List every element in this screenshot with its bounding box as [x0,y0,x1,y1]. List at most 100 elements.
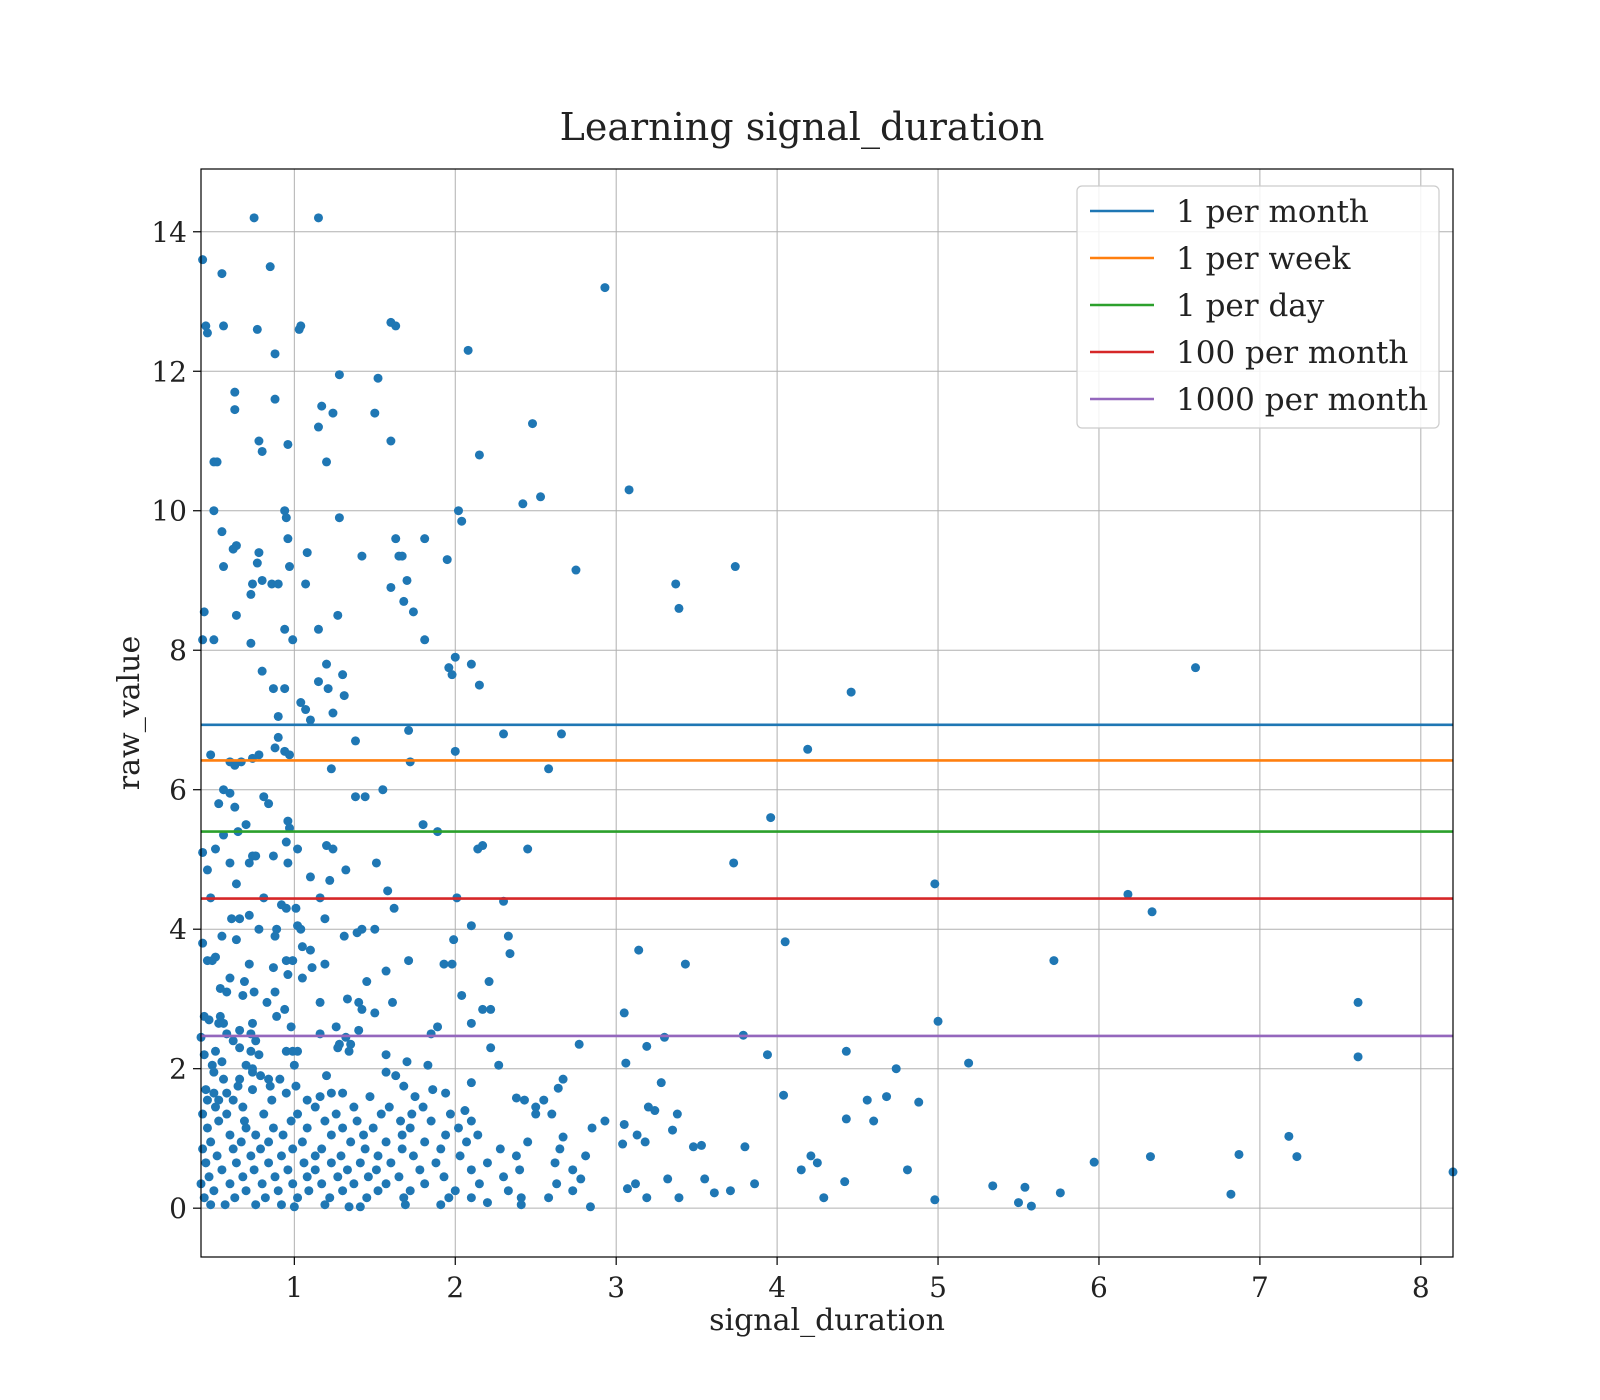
data-point [236,757,246,767]
data-point [474,450,484,460]
data-point [730,562,740,572]
data-point [270,743,280,753]
data-point [630,1179,640,1189]
data-point [198,1109,208,1119]
data-point [383,886,393,896]
data-point [619,1008,629,1018]
data-point [841,1046,851,1056]
data-point [668,1125,678,1135]
data-point [391,1071,401,1081]
data-point [841,1114,851,1124]
data-point [672,1109,682,1119]
data-point [370,408,380,418]
data-point [431,1158,441,1168]
data-point [238,990,248,1000]
data-point [415,1165,425,1175]
data-point [296,924,306,934]
data-point [600,283,610,293]
data-point [339,691,349,701]
data-point [264,1158,274,1168]
data-point [680,959,690,969]
y-tick-label: 0 [169,1192,187,1225]
data-point [869,1116,879,1126]
data-point [442,555,452,565]
data-point [552,1179,562,1189]
data-point [267,579,277,589]
legend-box [1076,185,1440,429]
data-point [466,1078,476,1088]
data-point [317,1179,327,1189]
data-point [249,213,259,223]
data-point [231,1158,241,1168]
data-point [209,1088,219,1098]
data-point [254,924,264,934]
data-point [381,1137,391,1147]
data-point [474,1179,484,1189]
data-point [462,1137,472,1147]
data-point [313,677,323,687]
data-point [209,1186,219,1196]
data-point [228,1144,238,1154]
data-point [420,1137,430,1147]
data-point [288,1179,298,1189]
data-point [209,635,219,645]
data-point [210,952,220,962]
data-point [516,1200,526,1210]
data-point [988,1181,998,1191]
data-point [441,1088,451,1098]
data-point [400,1200,410,1210]
data-point [244,910,254,920]
data-point [212,1151,222,1161]
data-point [394,1172,404,1182]
data-point [511,1093,521,1103]
data-point [238,1172,248,1182]
data-point [523,844,533,854]
data-point [445,1109,455,1119]
data-point [453,506,463,516]
data-point [466,659,476,669]
data-point [505,949,515,959]
data-point [286,1022,296,1032]
data-point [333,1172,343,1182]
data-point [276,1200,286,1210]
data-point [310,1102,320,1112]
data-point [251,1130,261,1140]
data-point [389,903,399,913]
data-point [391,321,401,331]
data-point [642,1193,652,1203]
data-point [313,624,323,634]
data-point [331,1109,341,1119]
data-point [246,589,256,599]
data-point [257,1179,267,1189]
data-point [436,1200,446,1210]
data-point [338,1123,348,1133]
data-point [386,436,396,446]
data-point [288,1144,298,1154]
data-point [259,1109,269,1119]
data-point [556,729,566,739]
data-point [320,1116,330,1126]
data-point [466,1116,476,1126]
data-point [495,1144,505,1154]
data-point [341,865,351,875]
data-point [323,684,333,694]
data-point [257,666,267,676]
data-point [399,1193,409,1203]
legend-entry-label: 1 per month [1176,194,1369,230]
data-point [281,837,291,847]
data-point [320,1200,330,1210]
data-point [516,1193,526,1203]
data-point [262,997,272,1007]
data-point [357,551,367,561]
data-point [276,1151,286,1161]
data-point [247,1085,257,1095]
data-point [460,1106,470,1116]
data-point [254,548,264,558]
data-point [206,1200,216,1210]
data-point [313,422,323,432]
data-point [280,506,290,516]
data-point [663,1174,673,1184]
data-point [455,1151,465,1161]
data-point [457,990,467,1000]
